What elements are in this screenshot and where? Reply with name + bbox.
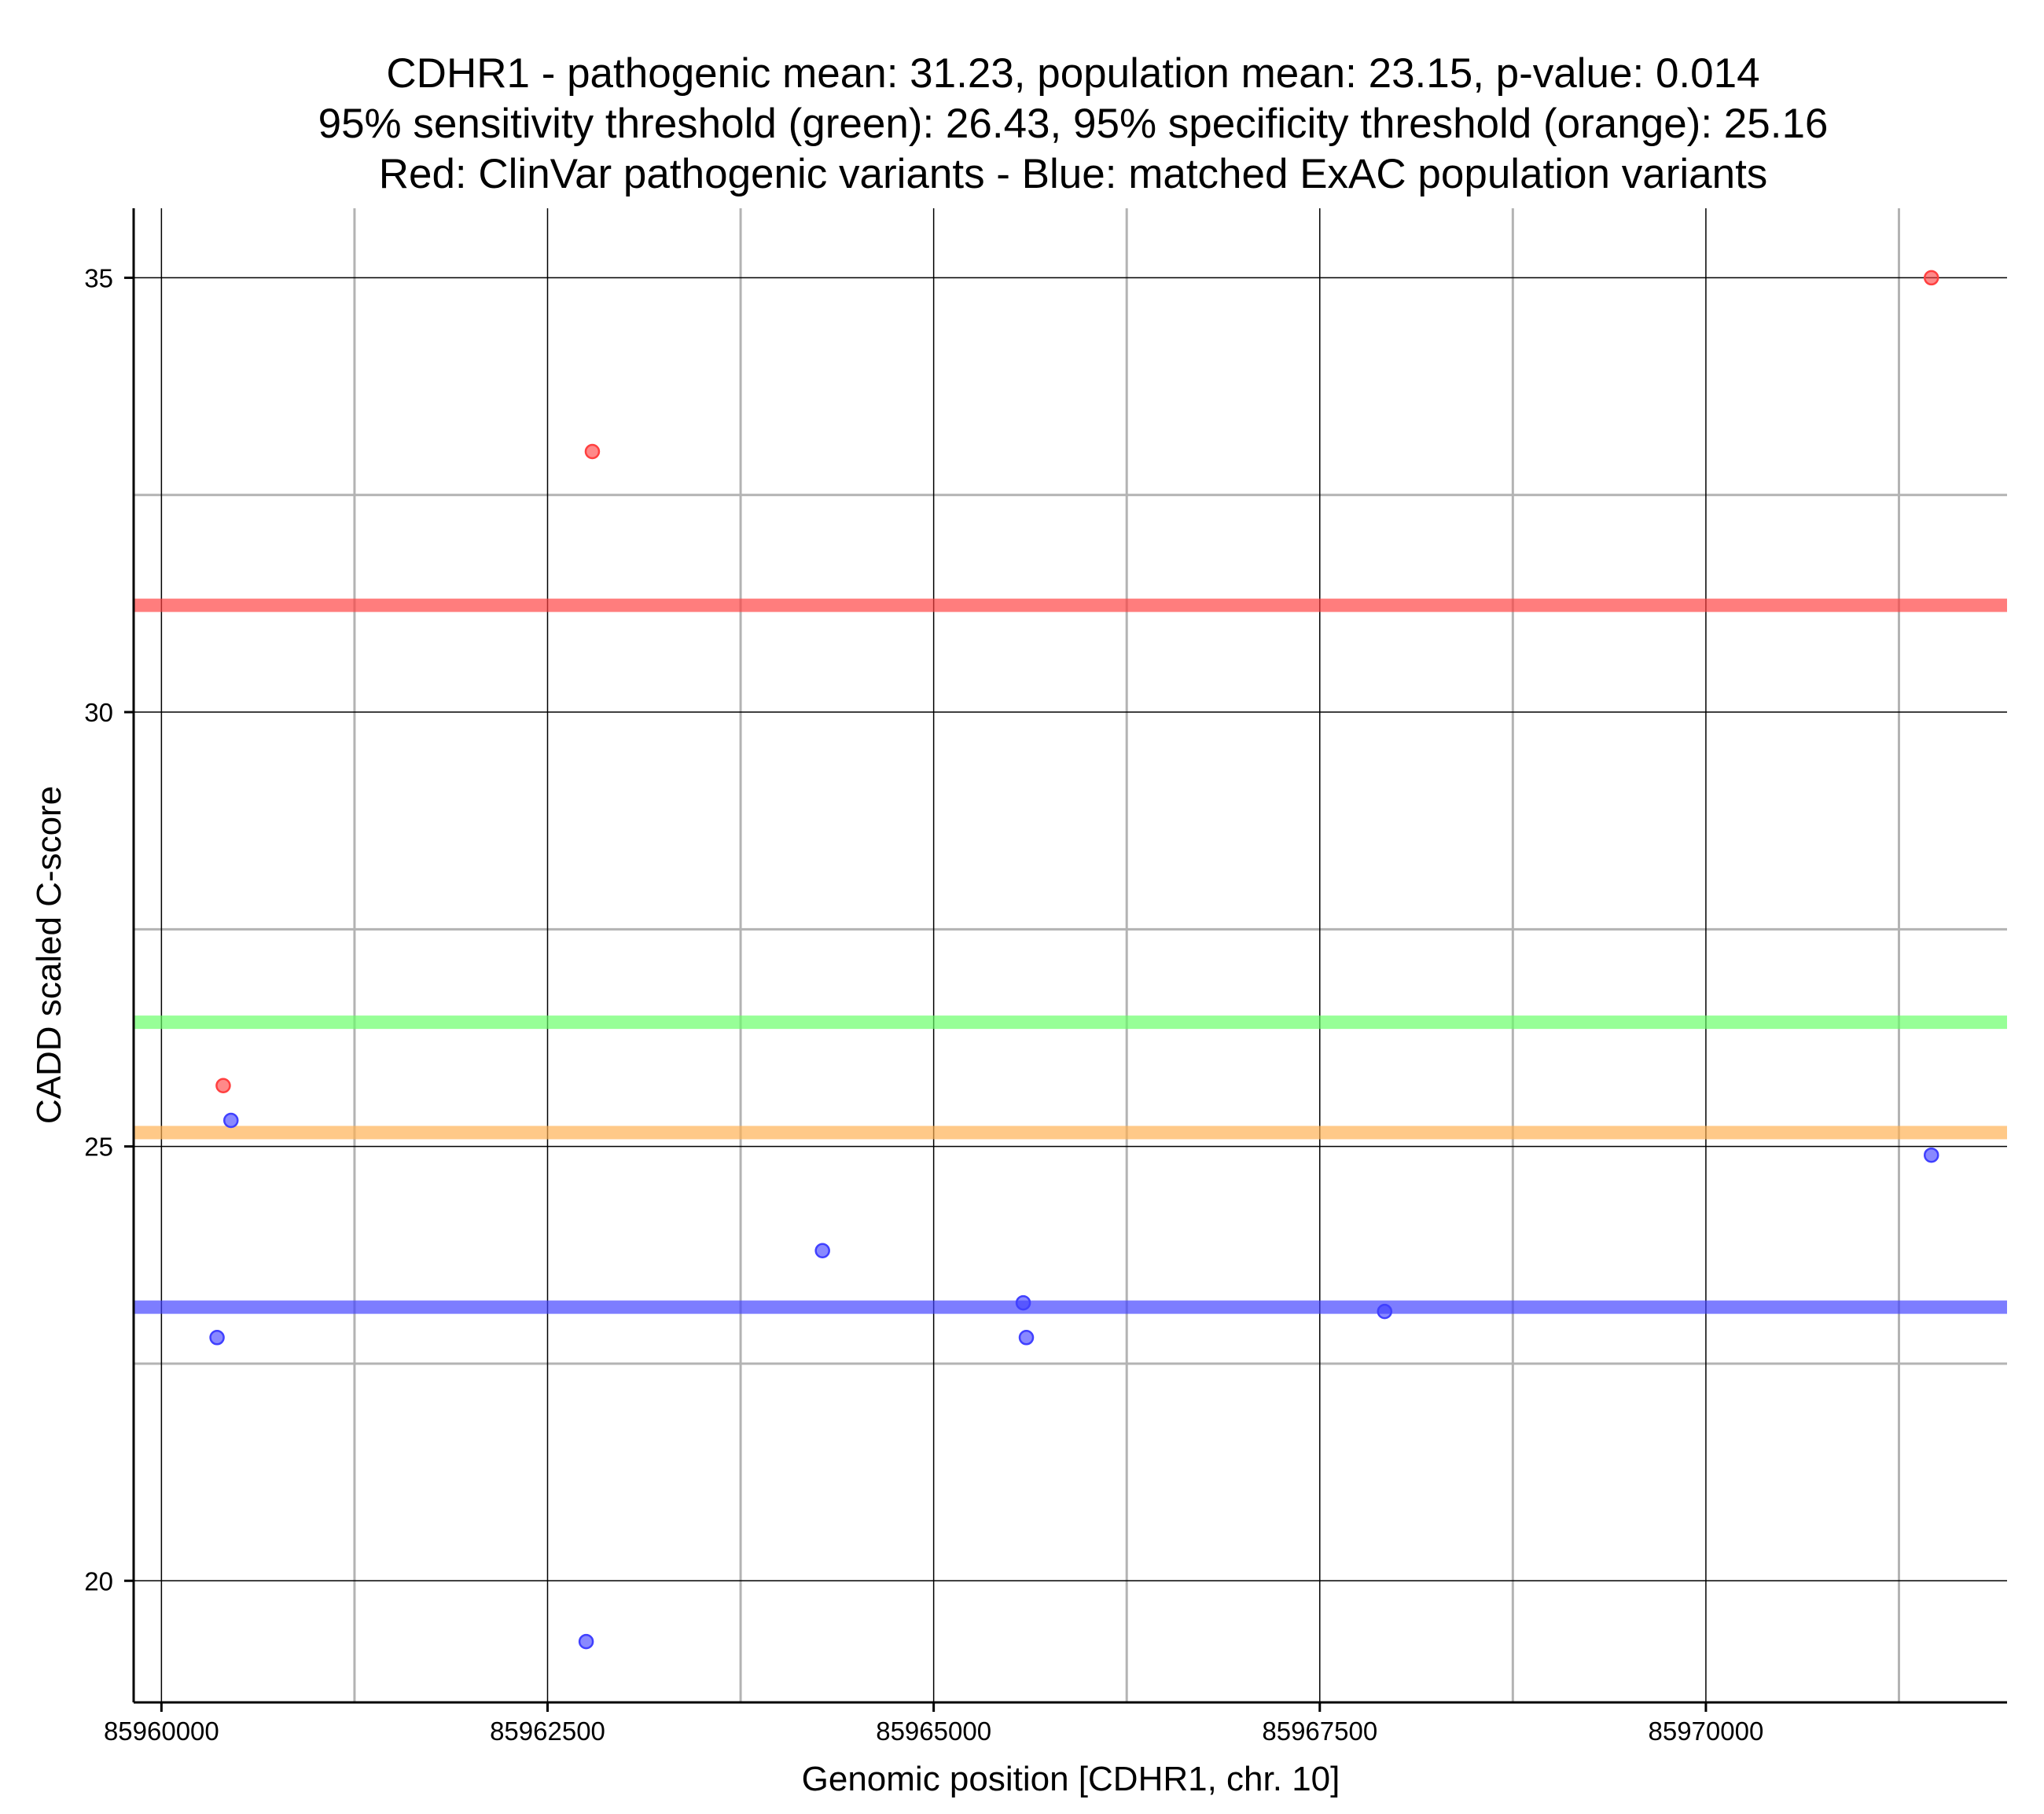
population-point xyxy=(814,1243,830,1259)
population-point xyxy=(209,1330,225,1346)
y-axis-title: CADD scaled C-score xyxy=(30,786,68,1124)
x-tick-label: 85970000 xyxy=(1648,1717,1763,1746)
population-point xyxy=(1018,1330,1035,1346)
x-tick-label: 85960000 xyxy=(104,1717,219,1746)
y-tick-label: 30 xyxy=(84,698,113,727)
population-point xyxy=(1923,1147,1939,1163)
x-axis-ticks: 85960000 85962500 85965000 85967500 85970000 xyxy=(104,1702,1763,1746)
data-points xyxy=(209,270,1939,1650)
pathogenic-point xyxy=(1923,270,1939,286)
x-tick-label: 85967500 xyxy=(1262,1717,1377,1746)
x-tick-label: 85962500 xyxy=(490,1717,605,1746)
population-point xyxy=(578,1633,594,1650)
chart-title-line-2: 95% sensitivity threshold (green): 26.43… xyxy=(318,101,1829,147)
axes xyxy=(132,208,2007,1704)
y-tick-label: 25 xyxy=(84,1133,113,1162)
chart-title-line-1: CDHR1 - pathogenic mean: 31.23, populati… xyxy=(386,50,1760,97)
major-gridlines xyxy=(134,208,2007,1702)
minor-gridlines xyxy=(134,208,2007,1702)
chart-title: CDHR1 - pathogenic mean: 31.23, populati… xyxy=(134,49,2013,200)
x-axis-title: Genomic position [CDHR1, chr. 10] xyxy=(802,1760,1340,1798)
y-axis-ticks: 20 25 30 35 xyxy=(84,263,134,1596)
y-tick-label: 35 xyxy=(84,263,113,292)
population-point xyxy=(1377,1303,1393,1320)
chart-title-line-3: Red: ClinVar pathogenic variants - Blue:… xyxy=(378,151,1768,197)
pathogenic-point xyxy=(584,443,601,460)
population-point xyxy=(223,1112,239,1129)
population-point xyxy=(1015,1294,1031,1311)
x-tick-label: 85965000 xyxy=(876,1717,991,1746)
y-tick-label: 20 xyxy=(84,1566,113,1596)
reference-lines xyxy=(134,598,2007,1314)
pathogenic-point xyxy=(215,1078,231,1094)
